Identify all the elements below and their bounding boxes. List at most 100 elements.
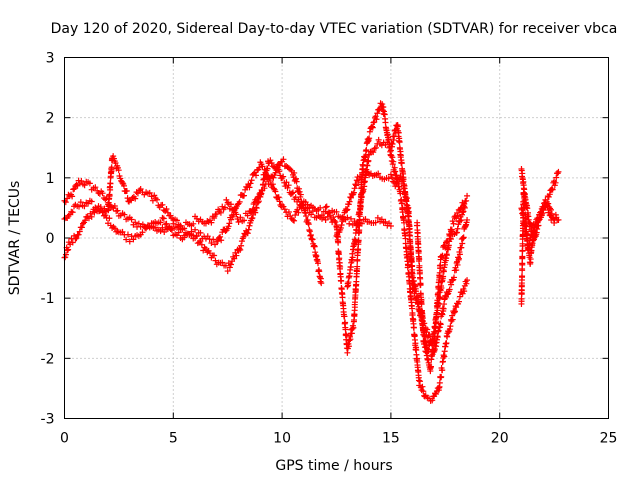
data-point bbox=[287, 212, 294, 219]
data-point bbox=[545, 193, 552, 200]
data-point bbox=[62, 199, 69, 206]
data-point bbox=[524, 205, 531, 212]
y-tick-label: -3 bbox=[41, 412, 55, 428]
data-point bbox=[218, 237, 225, 244]
data-point bbox=[415, 241, 422, 248]
data-point bbox=[316, 268, 323, 275]
data-point bbox=[288, 190, 295, 197]
data-point bbox=[519, 242, 526, 249]
data-point bbox=[297, 191, 304, 198]
data-point bbox=[457, 205, 464, 212]
data-point bbox=[420, 388, 427, 395]
data-point bbox=[365, 157, 372, 164]
data-point bbox=[449, 316, 456, 323]
data-point bbox=[416, 269, 423, 276]
x-tick-label: 5 bbox=[169, 431, 178, 447]
data-point bbox=[454, 261, 461, 268]
data-point bbox=[221, 204, 228, 211]
data-point bbox=[369, 124, 376, 131]
data-point bbox=[356, 211, 363, 218]
data-point bbox=[219, 259, 226, 266]
data-point bbox=[437, 262, 444, 269]
data-point bbox=[348, 215, 355, 222]
data-point bbox=[380, 104, 387, 111]
data-point bbox=[464, 216, 471, 223]
x-tick-label: 10 bbox=[273, 431, 291, 447]
data-point bbox=[460, 208, 467, 215]
data-point bbox=[453, 267, 460, 274]
data-point bbox=[211, 214, 218, 221]
data-point bbox=[285, 208, 292, 215]
data-point bbox=[129, 194, 136, 201]
data-point bbox=[551, 219, 558, 226]
data-point bbox=[280, 156, 287, 163]
data-point bbox=[538, 214, 545, 221]
data-point bbox=[248, 207, 255, 214]
data-point bbox=[252, 209, 259, 216]
data-point bbox=[461, 204, 468, 211]
data-point bbox=[458, 217, 465, 224]
data-point bbox=[343, 207, 350, 214]
data-point bbox=[539, 210, 546, 217]
data-point bbox=[447, 323, 454, 330]
data-point bbox=[126, 238, 133, 245]
data-point bbox=[81, 203, 88, 210]
plot-frame bbox=[64, 57, 609, 419]
data-point bbox=[454, 212, 461, 219]
data-point bbox=[535, 222, 542, 229]
data-point bbox=[75, 231, 82, 238]
data-point bbox=[372, 219, 379, 226]
data-point bbox=[418, 301, 425, 308]
x-tick-label: 20 bbox=[491, 431, 509, 447]
data-point bbox=[69, 239, 76, 246]
data-point bbox=[335, 239, 342, 246]
data-point bbox=[293, 178, 300, 185]
data-point bbox=[256, 164, 263, 171]
data-point bbox=[452, 308, 459, 315]
data-point bbox=[244, 230, 251, 237]
data-point bbox=[366, 135, 373, 142]
data-point bbox=[159, 224, 166, 231]
data-point bbox=[428, 363, 435, 370]
data-point bbox=[254, 194, 261, 201]
data-point bbox=[542, 196, 549, 203]
data-point bbox=[401, 183, 408, 190]
data-point bbox=[121, 211, 128, 218]
data-point bbox=[325, 209, 332, 216]
data-point bbox=[259, 163, 266, 170]
data-point bbox=[453, 229, 460, 236]
data-point bbox=[360, 186, 367, 193]
data-point bbox=[331, 217, 338, 224]
data-point bbox=[439, 252, 446, 259]
data-point bbox=[120, 182, 127, 189]
x-tick-label: 15 bbox=[382, 431, 400, 447]
data-point bbox=[137, 185, 144, 192]
data-point bbox=[341, 313, 348, 320]
data-point bbox=[350, 189, 357, 196]
x-tick-label: 25 bbox=[600, 431, 618, 447]
data-point bbox=[248, 215, 255, 222]
data-point bbox=[441, 353, 448, 360]
data-point bbox=[213, 210, 220, 217]
data-point bbox=[463, 280, 470, 287]
data-point bbox=[334, 234, 341, 241]
data-point bbox=[269, 181, 276, 188]
data-point bbox=[429, 397, 436, 404]
data-point bbox=[82, 217, 89, 224]
data-point bbox=[448, 226, 455, 233]
data-point bbox=[340, 216, 347, 223]
data-point bbox=[249, 206, 256, 213]
data-point bbox=[276, 168, 283, 175]
data-point bbox=[210, 236, 217, 243]
data-point bbox=[78, 178, 85, 185]
data-point bbox=[527, 221, 534, 228]
data-point bbox=[224, 268, 231, 275]
data-point bbox=[369, 123, 376, 130]
data-point bbox=[353, 182, 360, 189]
data-point bbox=[235, 218, 242, 225]
data-point bbox=[304, 201, 311, 208]
data-point bbox=[355, 219, 362, 226]
data-point bbox=[160, 207, 167, 214]
data-point bbox=[212, 241, 219, 248]
data-point bbox=[62, 251, 69, 258]
